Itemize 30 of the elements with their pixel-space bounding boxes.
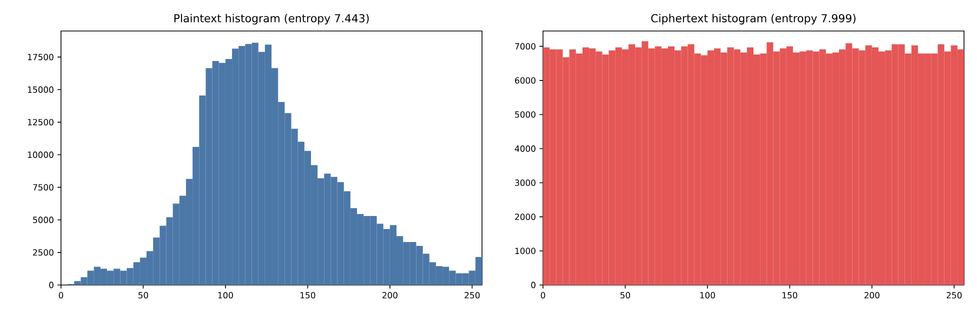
y-tick-label: 10000 [28, 152, 54, 158]
y-tick-label: 5000 [33, 216, 54, 224]
x-tick-label: 200 [864, 292, 880, 298]
y-tick-label: 3000 [515, 180, 536, 186]
y-tick-label: 0 [49, 282, 54, 288]
x-tick-label: 250 [946, 292, 962, 298]
x-tick-label: 100 [218, 292, 233, 298]
y-tick-label: 15000 [28, 86, 54, 93]
x-tick-label: 50 [620, 292, 630, 298]
chart-title: Plaintext histogram (entropy 7.443) [174, 14, 369, 25]
x-tick-label: 100 [700, 292, 715, 298]
y-tick-label: 4000 [514, 145, 536, 152]
y-tick-label: 12500 [28, 118, 54, 126]
x-tick-label: 50 [138, 292, 148, 298]
y-tick-label: 6000 [515, 77, 536, 84]
x-tick-label: 250 [464, 292, 480, 298]
y-tick-label: 7500 [33, 184, 54, 191]
x-tick-label: 0 [540, 292, 546, 298]
y-tick-label: 0 [531, 282, 536, 288]
chart-title: Ciphertext histogram (entropy 7.999) [651, 14, 856, 24]
y-tick-label: 2000 [515, 214, 536, 220]
x-tick-label: 200 [382, 292, 398, 298]
x-tick-label: 150 [782, 292, 798, 298]
y-tick-label: 5000 [515, 111, 536, 118]
y-tick-label: 2500 [33, 249, 54, 256]
y-tick-label: 17500 [28, 54, 54, 60]
x-tick-label: 0 [58, 292, 64, 298]
y-tick-label: 1000 [515, 248, 536, 254]
x-tick-label: 150 [300, 292, 316, 298]
y-tick-label: 7000 [515, 43, 536, 50]
